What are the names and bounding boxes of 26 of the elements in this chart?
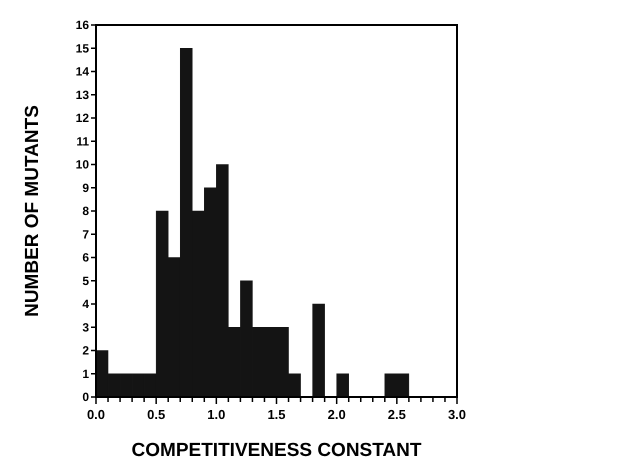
y-tick-label: 0 [82, 390, 90, 404]
y-tick-label: 5 [82, 274, 90, 288]
y-tick-label: 14 [76, 64, 90, 79]
x-tick-label: 2.0 [328, 407, 346, 422]
y-axis-title: NUMBER OF MUTANTS [22, 105, 43, 317]
y-tick-label: 3 [82, 320, 90, 334]
y-tick-label: 12 [76, 111, 90, 126]
x-tick-label: 1.5 [267, 407, 286, 422]
y-tick-label: 9 [82, 180, 90, 195]
x-axis-title: COMPETITIVENESS CONSTANT [132, 440, 422, 461]
x-tick-label: 2.5 [388, 407, 406, 422]
y-tick-label: 7 [82, 227, 90, 242]
y-tick-label: 11 [76, 134, 90, 148]
x-tick-label: 0.0 [86, 407, 106, 422]
y-tick-label: 2 [82, 344, 90, 358]
y-tick-label: 4 [82, 297, 90, 312]
y-tick-label: 15 [76, 41, 90, 56]
y-tick-label: 10 [76, 158, 90, 172]
y-tick-label: 13 [76, 88, 90, 102]
y-tick-label: 1 [82, 366, 90, 381]
y-tick-label: 16 [76, 18, 90, 32]
x-tick-label: 1.0 [207, 407, 226, 422]
x-tick-label: 0.5 [147, 407, 166, 422]
y-tick-label: 6 [82, 250, 90, 265]
x-tick-label: 3.0 [448, 407, 466, 422]
y-tick-label: 8 [82, 204, 90, 218]
